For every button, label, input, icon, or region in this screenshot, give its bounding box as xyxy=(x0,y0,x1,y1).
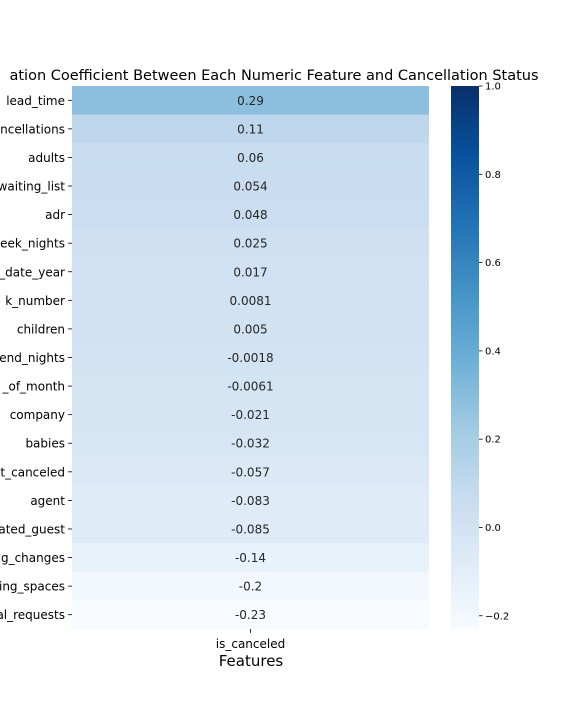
heatmap-cell xyxy=(72,86,429,116)
cell-value-label: -0.14 xyxy=(235,551,266,565)
row-label: k_number xyxy=(5,294,65,308)
heatmap-cell xyxy=(72,143,429,173)
cell-value-label: 0.048 xyxy=(233,208,267,222)
heatmap-cell xyxy=(72,600,429,630)
heatmap-cell xyxy=(72,314,429,344)
row-label: waiting_list xyxy=(0,180,65,194)
heatmap-cell xyxy=(72,400,429,430)
cell-value-label: 0.017 xyxy=(233,265,267,279)
colorbar-tick-label: 0.6 xyxy=(485,258,501,269)
row-label: eek_nights xyxy=(0,237,65,251)
column-label: is_canceled xyxy=(216,637,285,651)
heatmap-cell xyxy=(72,228,429,258)
colorbar-gradient xyxy=(451,86,479,629)
cell-value-label: 0.0081 xyxy=(230,294,272,308)
heatmap-cell xyxy=(72,486,429,516)
row-label: babies xyxy=(25,437,65,451)
heatmap-cell xyxy=(72,114,429,144)
colorbar-tick-label: 1.0 xyxy=(485,82,501,93)
colorbar-tick-label: 0.0 xyxy=(485,523,501,534)
row-label: company xyxy=(10,408,65,422)
row-label: children xyxy=(17,322,65,336)
colorbar-tick-label: 0.2 xyxy=(485,435,501,446)
cell-value-label: -0.0018 xyxy=(227,351,273,365)
cell-value-label: 0.005 xyxy=(233,322,267,336)
heatmap-cell xyxy=(72,257,429,287)
cell-value-label: 0.29 xyxy=(237,94,264,108)
row-label: ncellations xyxy=(0,122,65,136)
cell-value-label: -0.021 xyxy=(231,408,270,422)
column-labels: is_canceled xyxy=(216,629,285,651)
row-label: adr xyxy=(45,208,65,222)
colorbar-tick-label: 0.8 xyxy=(485,170,501,181)
row-labels: lead_time ncellations adults waiting_listad… xyxy=(0,94,72,622)
heatmap-cell xyxy=(72,171,429,201)
colorbar-tick-label: 0.4 xyxy=(485,346,501,357)
cell-value-label: -0.0061 xyxy=(227,380,273,394)
row-label: al_requests xyxy=(0,608,65,622)
row-label: ated_guest xyxy=(0,522,65,536)
colorbar-tick-label: −0.2 xyxy=(485,611,509,622)
row-label: end_nights xyxy=(0,351,65,365)
colorbar: 1.0 0.8 0.6 0.4 0.2 0.0 −0.2 xyxy=(451,82,509,629)
row-label: adults xyxy=(28,151,65,165)
heatmap-cell xyxy=(72,543,429,573)
heatmap-cell xyxy=(72,371,429,401)
cell-value-label: -0.085 xyxy=(231,522,270,536)
cell-value-label: -0.057 xyxy=(231,465,270,479)
row-label: _of_month xyxy=(1,380,65,394)
cell-value-label: 0.025 xyxy=(233,237,267,251)
cell-value-label: -0.23 xyxy=(235,608,266,622)
row-label: _date_year xyxy=(0,265,65,279)
row-label: g_changes xyxy=(1,551,65,565)
heatmap-cell xyxy=(72,286,429,316)
heatmap-cells: 0.29 0.11 0.06 0.054 0.048 0.025 0.017 0.0081 0.… xyxy=(72,86,429,630)
heatmap-cell xyxy=(72,457,429,487)
cell-value-label: 0.054 xyxy=(233,180,267,194)
heatmap-cell xyxy=(72,514,429,544)
chart-title: ation Coefficient Between Each Numeric F… xyxy=(9,68,538,84)
row-label: lead_time xyxy=(6,94,65,108)
cell-value-label: -0.083 xyxy=(231,494,270,508)
row-label: ing_spaces xyxy=(0,580,65,594)
heatmap-cell xyxy=(72,343,429,373)
heatmap-cell xyxy=(72,571,429,601)
row-label: agent xyxy=(30,494,65,508)
cell-value-label: -0.032 xyxy=(231,437,270,451)
colorbar-ticks: 1.0 0.8 0.6 0.4 0.2 0.0 −0.2 xyxy=(479,82,509,622)
cell-value-label: 0.06 xyxy=(237,151,264,165)
cell-value-label: 0.11 xyxy=(237,122,264,136)
x-axis-label: Features xyxy=(219,652,284,670)
row-label: t_canceled xyxy=(0,465,65,479)
heatmap-cell xyxy=(72,428,429,459)
cell-value-label: -0.2 xyxy=(239,580,262,594)
heatmap-cell xyxy=(72,200,429,230)
